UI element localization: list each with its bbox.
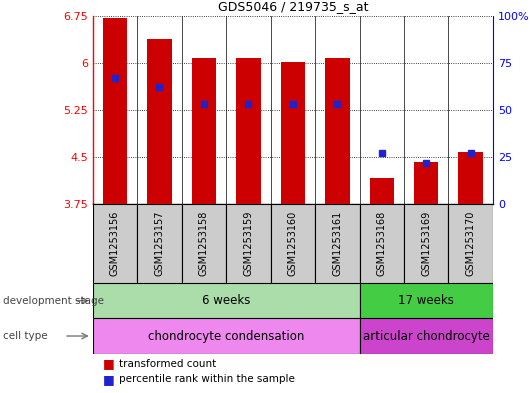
Bar <box>359 318 493 354</box>
Text: articular chondrocyte: articular chondrocyte <box>363 329 490 343</box>
Bar <box>137 204 182 283</box>
Text: GSM1253156: GSM1253156 <box>110 211 120 276</box>
Text: GSM1253158: GSM1253158 <box>199 211 209 276</box>
Bar <box>315 204 359 283</box>
Bar <box>226 204 271 283</box>
Text: development stage: development stage <box>3 296 104 306</box>
Text: chondrocyte condensation: chondrocyte condensation <box>148 329 304 343</box>
Bar <box>448 204 493 283</box>
Text: percentile rank within the sample: percentile rank within the sample <box>119 374 295 384</box>
Bar <box>280 62 305 204</box>
Bar <box>359 204 404 283</box>
Bar <box>93 204 137 283</box>
Text: ■: ■ <box>103 357 115 370</box>
Text: GSM1253161: GSM1253161 <box>332 211 342 276</box>
Bar <box>458 152 483 204</box>
Text: GSM1253160: GSM1253160 <box>288 211 298 276</box>
Bar <box>147 39 172 204</box>
Bar <box>325 58 349 204</box>
Bar <box>182 204 226 283</box>
Bar <box>369 178 394 204</box>
Text: GSM1253157: GSM1253157 <box>154 211 164 276</box>
Text: 17 weeks: 17 weeks <box>398 294 454 307</box>
Bar <box>404 204 448 283</box>
Text: GSM1253159: GSM1253159 <box>243 211 253 276</box>
Text: GSM1253170: GSM1253170 <box>466 211 475 276</box>
Text: cell type: cell type <box>3 331 47 341</box>
Text: GSM1253169: GSM1253169 <box>421 211 431 276</box>
Bar <box>359 283 493 318</box>
Bar <box>192 58 216 204</box>
Text: GSM1253168: GSM1253168 <box>377 211 387 276</box>
Bar <box>103 18 127 204</box>
Text: 6 weeks: 6 weeks <box>202 294 250 307</box>
Bar <box>414 162 438 204</box>
Bar <box>271 204 315 283</box>
Bar <box>93 283 359 318</box>
Title: GDS5046 / 219735_s_at: GDS5046 / 219735_s_at <box>218 0 368 13</box>
Bar <box>93 318 359 354</box>
Text: ■: ■ <box>103 373 115 386</box>
Text: transformed count: transformed count <box>119 358 216 369</box>
Bar <box>236 59 261 204</box>
